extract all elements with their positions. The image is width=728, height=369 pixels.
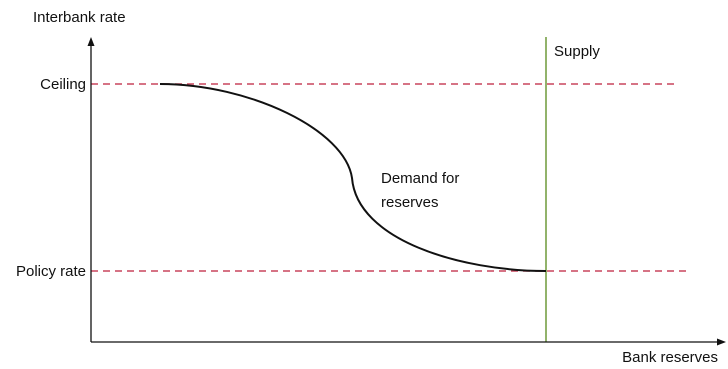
y-axis-label: Interbank rate xyxy=(33,9,126,26)
demand-label-line1: Demand for xyxy=(381,170,459,187)
ceiling-label: Ceiling xyxy=(40,76,86,93)
policy-rate-label: Policy rate xyxy=(16,263,86,280)
x-axis-arrowhead xyxy=(717,338,726,346)
y-axis-arrowhead xyxy=(87,37,95,46)
supply-label: Supply xyxy=(554,43,600,60)
demand-label-line2: reserves xyxy=(381,194,439,211)
demand-curve xyxy=(159,83,547,272)
x-axis-label: Bank reserves xyxy=(622,349,718,366)
